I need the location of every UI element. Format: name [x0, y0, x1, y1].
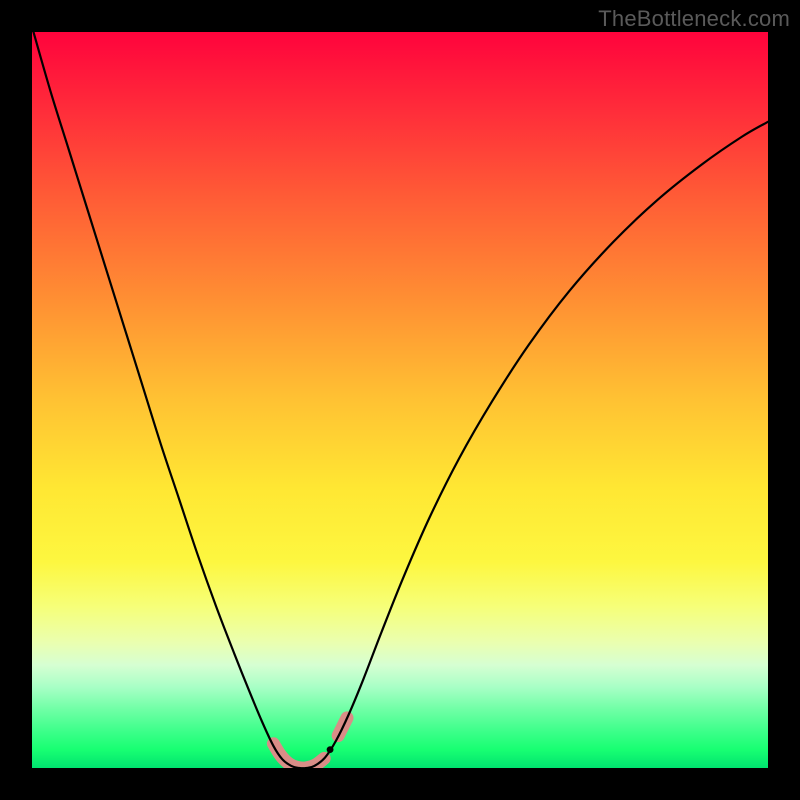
gradient-background — [32, 32, 768, 768]
plot-svg — [32, 32, 768, 768]
chart-container: TheBottleneck.com — [0, 0, 800, 800]
plot-area — [32, 32, 768, 768]
watermark-text: TheBottleneck.com — [598, 6, 790, 32]
marker-dot — [327, 746, 334, 753]
